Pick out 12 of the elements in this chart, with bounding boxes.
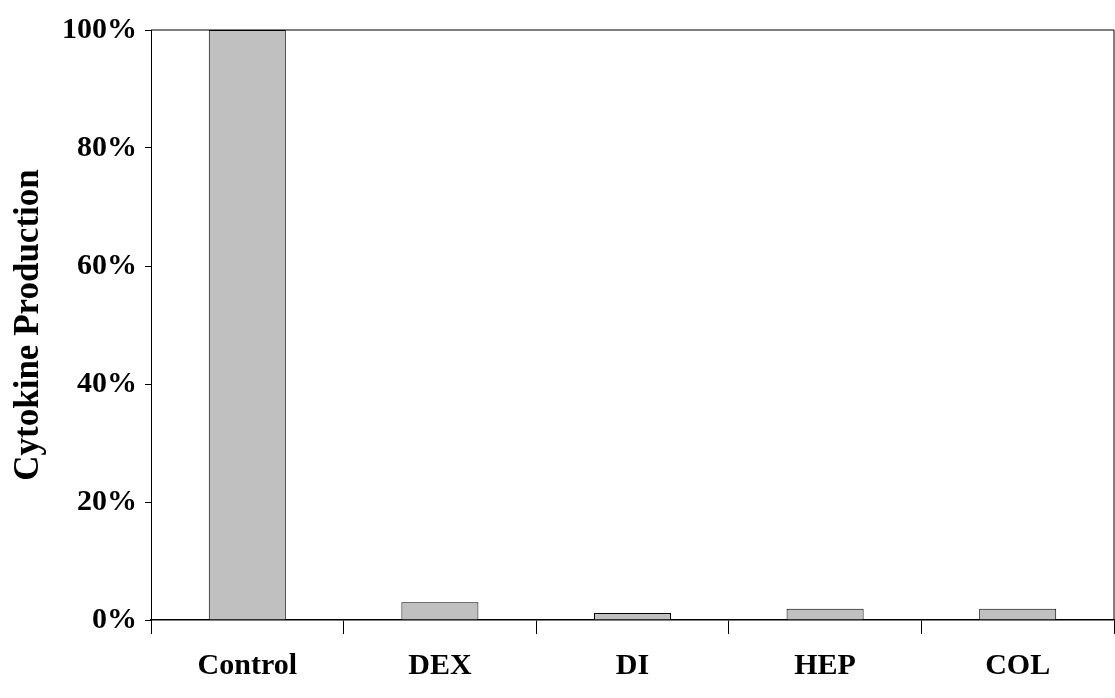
x-tick-label: DI [615,646,650,680]
y-tick-label: 0% [92,600,137,634]
y-tick-label: 20% [77,482,137,516]
x-tick-label: DEX [408,646,472,680]
y-axis-title: Cytokine Production [7,169,47,481]
y-tick-label: 40% [77,364,137,398]
x-tick-label: COL [985,646,1051,680]
x-tick-label: Control [197,646,298,680]
y-tick-label: 100% [62,10,137,44]
y-tick-label: 80% [77,128,137,162]
y-tick-label: 60% [77,246,137,280]
x-tick-label: HEP [794,646,856,680]
